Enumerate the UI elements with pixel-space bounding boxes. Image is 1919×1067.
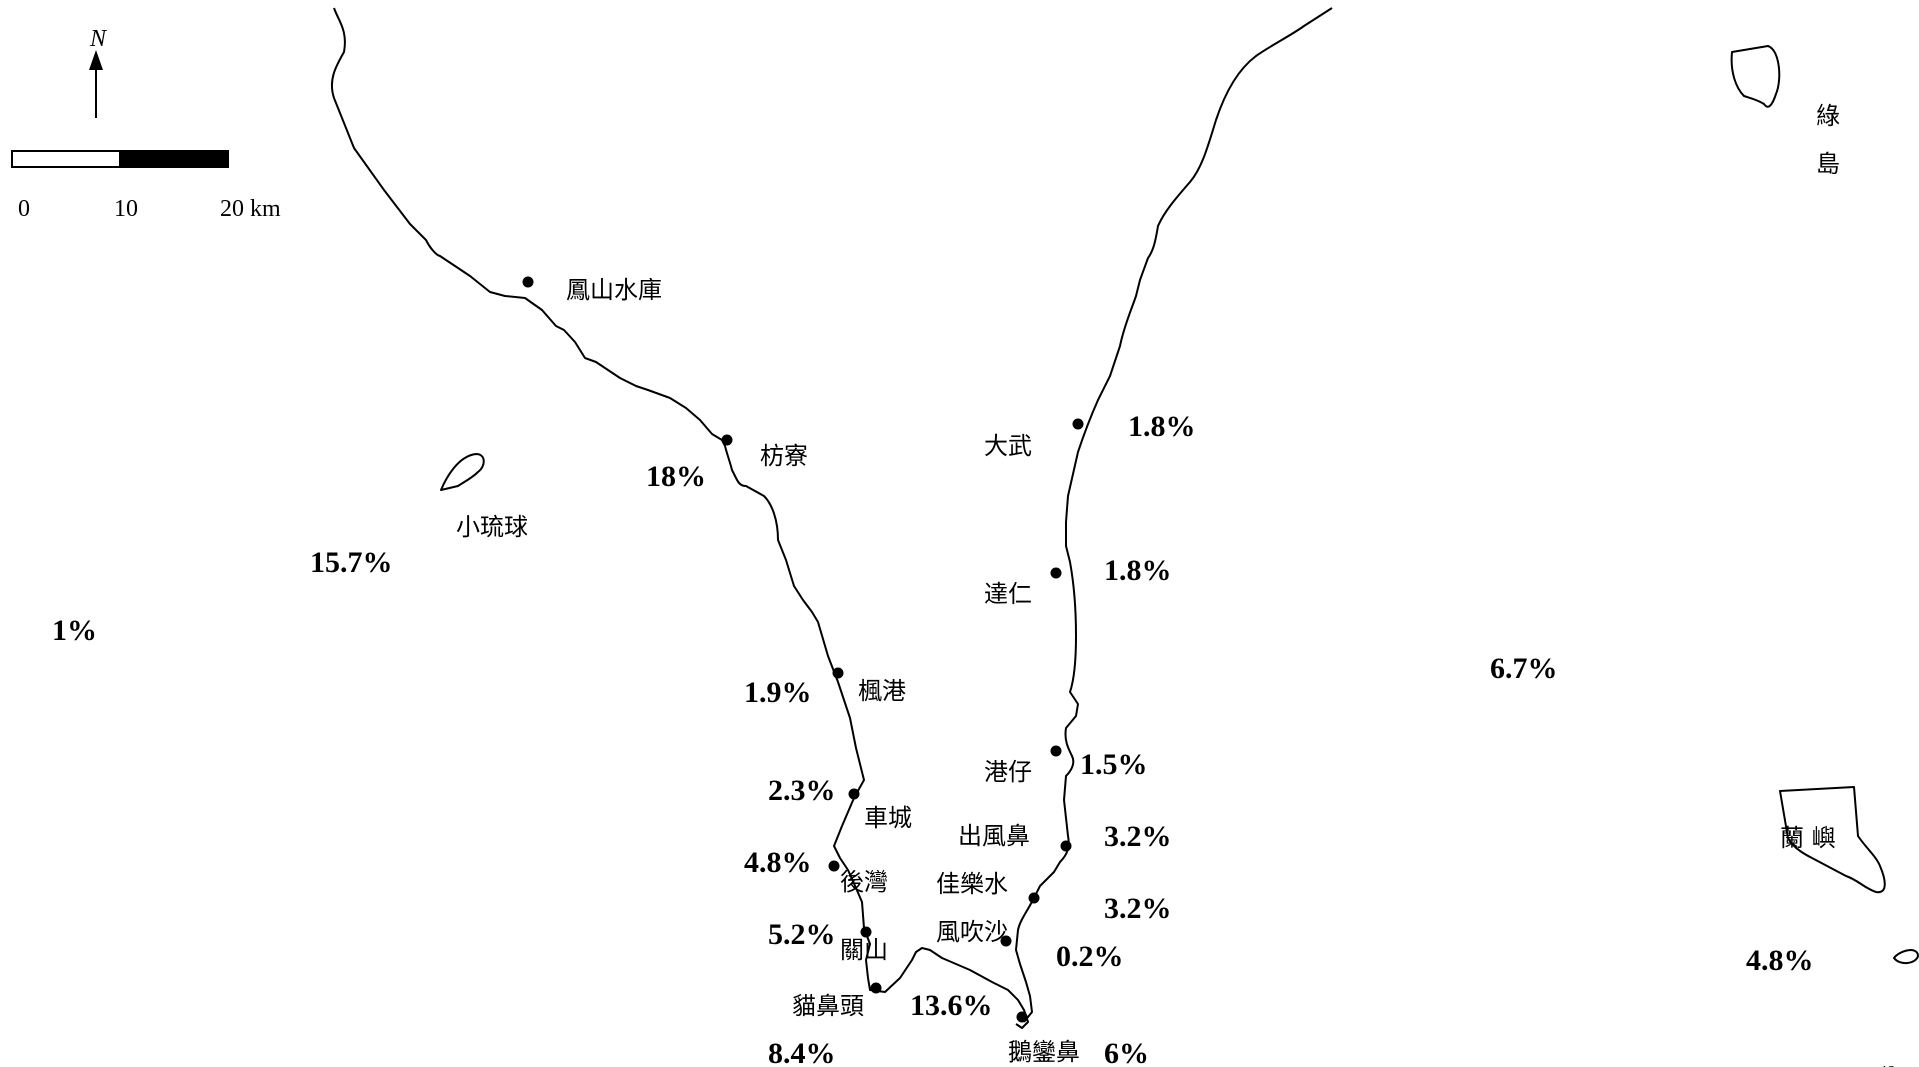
site-daren: 達仁 1.8% [984, 554, 1172, 608]
scale-label-10: 10 [114, 196, 138, 222]
site-gangzai: 港仔 1.5% [984, 745, 1148, 786]
site-chufengbi: 出風鼻 3.2% [958, 820, 1172, 853]
site-name: 小琉球 [456, 513, 528, 541]
site-name: 貓鼻頭 [792, 992, 864, 1020]
site-percentage: 1.5% [1080, 748, 1148, 781]
site-dot [1028, 892, 1040, 904]
site-dot [1050, 745, 1062, 757]
site-name: 出風鼻 [958, 822, 1030, 850]
site-percentage: 6.7% [1490, 652, 1558, 685]
east-coastline [1015, 7, 1333, 1023]
site-houwan: 後灣 4.8% [744, 846, 888, 896]
site-percentage: 1.8% [1104, 554, 1172, 587]
site-name: 鳳山水庫 [566, 276, 662, 304]
scale-label-0: 0 [18, 196, 30, 222]
site-percentage: 1% [52, 614, 97, 647]
site-name: 後灣 [840, 868, 888, 896]
site-dot [1060, 840, 1072, 852]
north-label: N [89, 26, 108, 52]
site-name-spaced: 蘭 嶼 [1780, 824, 1836, 852]
site-percentage: 3.2% [1104, 820, 1172, 853]
site-fangliao: 枋寮 18% [646, 434, 808, 493]
scale-label-20km: 20 km [220, 196, 281, 222]
site-maobitou: 貓鼻頭 8.4% [768, 982, 882, 1067]
site-percentage: 3.2% [1104, 892, 1172, 925]
site-dot [522, 276, 534, 288]
site-percentage: 5.2% [768, 918, 836, 951]
site-offshore-west: 1% [52, 614, 97, 647]
site-name: 達仁 [984, 580, 1032, 608]
site-name: 鵝鑾鼻 [1008, 1038, 1080, 1066]
site-dot [721, 434, 733, 446]
west-coastline [330, 7, 1029, 1029]
site-percentage: 15.7% [310, 546, 393, 579]
site-xiaoliuqiu: 小琉球 15.7% [310, 513, 528, 579]
orchid-island-outline [1779, 786, 1886, 894]
site-name: 枋寮 [760, 442, 808, 470]
site-percentage: 13.6% [910, 989, 993, 1022]
site-eluanbi: 鵝鑾鼻 6% [1008, 1011, 1149, 1067]
site-name: 楓港 [858, 677, 906, 705]
site-percentage: 6% [1104, 1037, 1149, 1067]
page-number: 49 [1878, 1062, 1896, 1067]
site-dot [832, 667, 844, 679]
site-dot [1000, 935, 1012, 947]
site-name: 佳樂水 [936, 870, 1008, 898]
site-percentage: 2.3% [768, 774, 836, 807]
site-name-vertical: 綠島 [1816, 102, 1840, 178]
site-orchid-island: 蘭 嶼 4.8% [1746, 824, 1836, 977]
site-name: 關山 [840, 936, 888, 964]
site-jialeshui: 佳樂水 3.2% [936, 870, 1172, 925]
site-dawu: 大武 1.8% [984, 410, 1196, 460]
site-dot [870, 982, 882, 994]
site-name: 風吹沙 [936, 918, 1008, 946]
site-name: 車城 [864, 804, 912, 832]
north-arrow-head-icon [89, 50, 103, 70]
site-percentage: 0.2% [1056, 940, 1124, 973]
site-fenggang: 楓港 1.9% [744, 667, 906, 709]
site-dot [1050, 567, 1062, 579]
xiaoliuqiu-island [440, 453, 485, 491]
site-checheng: 車城 2.3% [768, 774, 912, 832]
site-dot [828, 860, 840, 872]
site-dot [1072, 418, 1084, 430]
scale-bar: 0 10 20 km [11, 150, 281, 222]
site-percentage: 18% [646, 460, 706, 493]
site-percentage: 1.8% [1128, 410, 1196, 443]
north-arrow: N [89, 26, 108, 118]
site-percentage: 8.4% [768, 1037, 836, 1067]
site-fengshan-reservoir: 鳳山水庫 [522, 276, 662, 304]
site-percentage: 1.9% [744, 676, 812, 709]
site-green-island: 綠島 6.7% [1490, 102, 1840, 685]
site-name: 大武 [984, 432, 1032, 460]
site-dot [848, 788, 860, 800]
little-orchid-island-outline [1893, 949, 1919, 964]
site-dot [1016, 1011, 1028, 1023]
site-fengchuisha: 風吹沙 0.2% [936, 918, 1124, 973]
site-percentage: 4.8% [1746, 944, 1814, 977]
site-percentage: 4.8% [744, 846, 812, 879]
site-south-bay: 13.6% [910, 989, 993, 1022]
site-dot [860, 926, 872, 938]
green-island-outline [1730, 45, 1781, 108]
site-name: 港仔 [984, 758, 1032, 786]
site-guanshan: 關山 5.2% [768, 918, 888, 964]
